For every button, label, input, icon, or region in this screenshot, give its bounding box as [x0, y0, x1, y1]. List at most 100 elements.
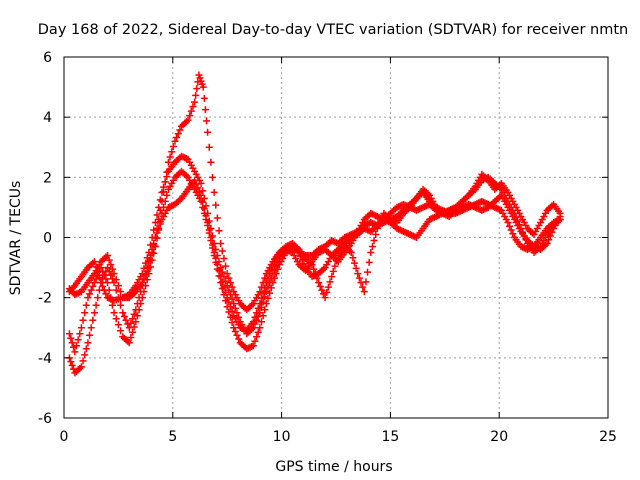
- data-point: [228, 318, 236, 326]
- data-point: [99, 282, 107, 290]
- data-point: [92, 301, 100, 309]
- y-tick-label: -4: [38, 351, 52, 367]
- data-point: [218, 278, 226, 286]
- data-point: [112, 286, 120, 294]
- data-point: [86, 331, 94, 339]
- data-point: [249, 342, 257, 350]
- x-tick-label: 20: [490, 429, 508, 445]
- x-tick-label: 10: [273, 429, 291, 445]
- data-point: [164, 158, 172, 166]
- data-point: [146, 256, 154, 264]
- data-point: [74, 336, 82, 344]
- data-point: [271, 266, 279, 274]
- data-point: [104, 279, 112, 287]
- data-point: [257, 283, 265, 291]
- data-point: [120, 312, 128, 320]
- data-point: [246, 343, 254, 351]
- data-point: [546, 232, 554, 240]
- data-point: [191, 98, 199, 106]
- data-point: [249, 324, 257, 332]
- data-point: [90, 309, 98, 317]
- data-point: [99, 275, 107, 283]
- data-point: [261, 293, 269, 301]
- data-point: [210, 188, 218, 196]
- x-axis-label: GPS time / hours: [275, 459, 392, 475]
- data-point: [548, 228, 556, 236]
- data-point: [112, 315, 120, 323]
- data-point: [65, 330, 73, 338]
- data-point: [100, 271, 108, 279]
- data-point: [145, 258, 153, 266]
- data-point: [352, 264, 360, 272]
- data-point: [191, 176, 199, 184]
- data-point: [138, 279, 146, 287]
- data-point: [94, 294, 102, 302]
- data-point: [212, 255, 220, 263]
- data-point: [77, 324, 85, 332]
- data-point: [274, 265, 282, 273]
- data-point: [156, 220, 164, 228]
- data-point: [108, 301, 116, 309]
- data-point: [311, 270, 319, 278]
- data-point: [210, 249, 218, 257]
- data-point: [509, 230, 517, 238]
- data-point: [108, 275, 116, 283]
- data-point: [308, 261, 316, 269]
- data-point: [217, 240, 225, 248]
- data-point: [354, 270, 362, 278]
- data-point: [168, 148, 176, 156]
- data-point: [79, 357, 87, 365]
- data-point: [192, 180, 200, 188]
- data-point: [95, 286, 103, 294]
- data-point: [365, 258, 373, 266]
- data-point: [326, 278, 334, 286]
- data-point: [329, 267, 337, 275]
- data-point: [220, 283, 228, 291]
- data-point: [77, 363, 85, 371]
- data-point: [163, 168, 171, 176]
- data-point: [222, 262, 230, 270]
- data-point: [102, 290, 110, 298]
- data-point: [104, 252, 112, 260]
- data-point: [90, 279, 98, 287]
- data-point: [318, 286, 326, 294]
- data-point: [145, 264, 153, 272]
- data-point: [272, 270, 280, 278]
- data-point: [71, 348, 79, 356]
- data-point: [194, 184, 202, 192]
- data-point: [189, 103, 197, 111]
- data-point: [156, 196, 164, 204]
- data-point: [310, 265, 318, 273]
- data-point: [545, 236, 553, 244]
- data-point: [117, 301, 125, 309]
- data-point: [261, 274, 269, 282]
- data-point: [269, 279, 277, 287]
- data-point: [217, 279, 225, 287]
- x-tick-label: 5: [168, 429, 177, 445]
- data-point: [267, 284, 275, 292]
- data-point: [315, 279, 323, 287]
- data-point: [253, 309, 261, 317]
- data-point: [107, 261, 115, 269]
- data-point: [207, 234, 215, 241]
- data-point: [150, 241, 158, 249]
- data-point: [331, 262, 339, 270]
- data-point: [209, 241, 217, 249]
- data-point: [259, 298, 267, 306]
- data-point: [158, 197, 166, 205]
- data-point: [192, 91, 200, 99]
- data-point: [110, 309, 118, 317]
- data-point: [105, 256, 113, 264]
- data-point: [359, 283, 367, 291]
- data-point: [142, 259, 150, 267]
- data-point: [323, 288, 331, 296]
- data-point: [200, 205, 208, 213]
- data-point: [271, 274, 279, 282]
- data-point: [233, 331, 241, 339]
- data-point: [205, 226, 213, 234]
- data-point: [127, 319, 135, 327]
- data-point: [357, 279, 365, 287]
- data-point: [367, 249, 375, 257]
- data-point: [254, 328, 262, 336]
- data-point: [204, 128, 212, 136]
